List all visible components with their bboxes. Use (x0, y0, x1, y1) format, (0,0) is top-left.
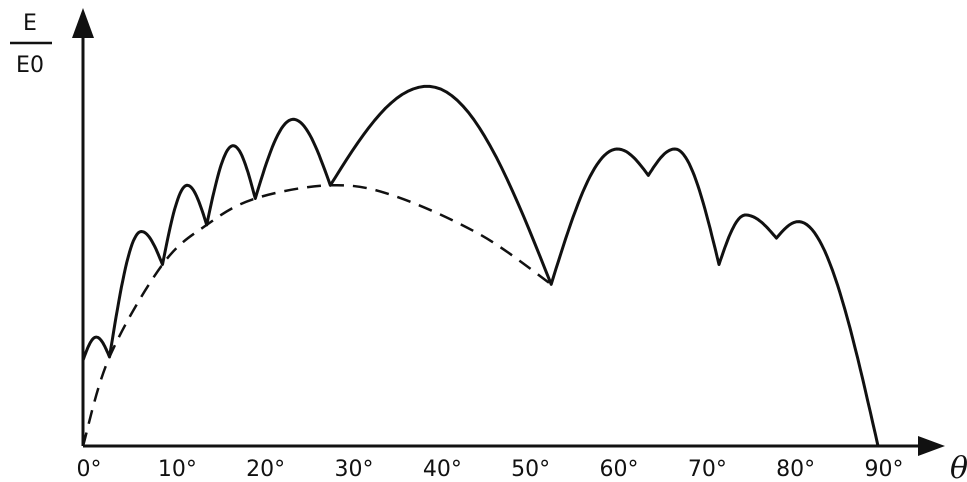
plot-curves (81, 84, 880, 447)
x-tick-label: 10° (158, 457, 197, 482)
x-tick-labels: 0° 10° 20° 30° 40° 50° 60° 70° 80° 90° (77, 457, 904, 482)
x-tick-label: 20° (246, 457, 285, 482)
x-tick-label: 70° (688, 457, 727, 482)
y-label-numerator: E (23, 11, 37, 36)
solid-lobe-curve (81, 84, 880, 447)
y-axis-arrow (72, 8, 94, 38)
x-tick-label: 0° (77, 457, 102, 482)
x-axis-label: θ (950, 451, 967, 482)
y-label-denominator: E0 (16, 53, 44, 78)
x-tick-label: 80° (776, 457, 815, 482)
x-tick-label: 90° (865, 457, 904, 482)
x-tick-label: 40° (423, 457, 462, 482)
dashed-envelope-curve (81, 183, 552, 447)
x-tick-label: 50° (511, 457, 550, 482)
x-tick-label: 30° (335, 457, 374, 482)
x-axis-arrow (918, 436, 945, 456)
x-tick-label: 60° (600, 457, 639, 482)
